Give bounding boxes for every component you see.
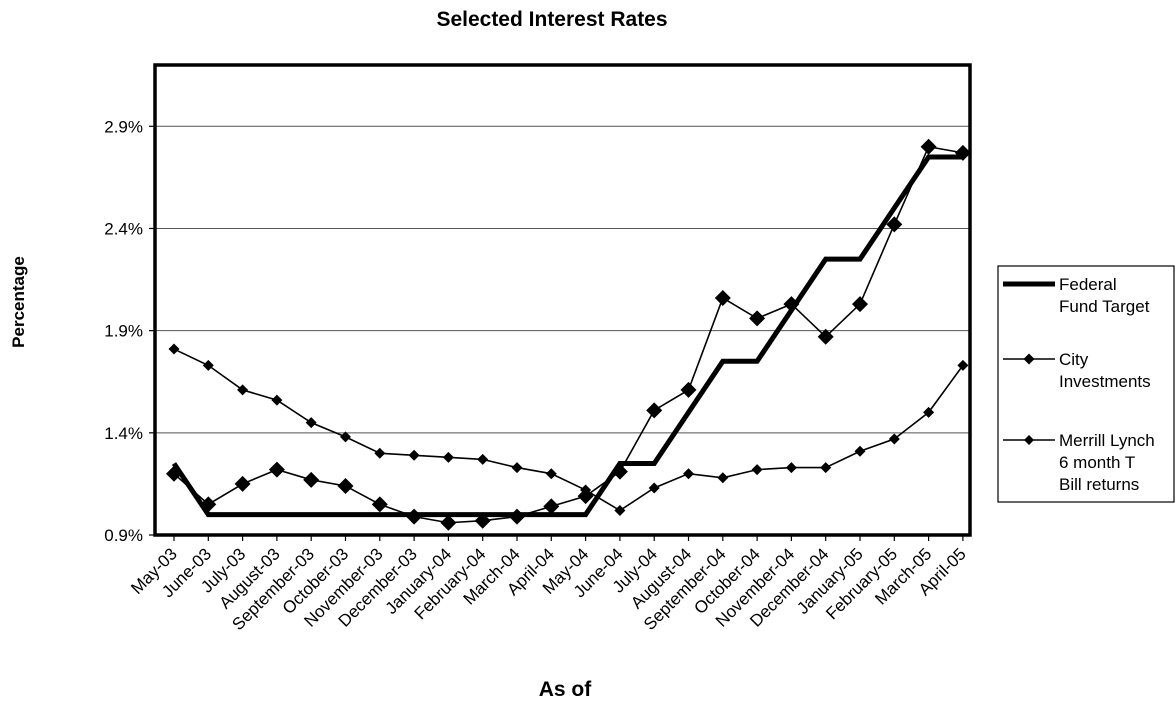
- data-point: [854, 445, 866, 457]
- data-point: [168, 343, 180, 355]
- data-point: [957, 359, 969, 371]
- legend-label: Federal: [1059, 275, 1117, 294]
- data-point: [166, 465, 182, 482]
- legend-label: Bill returns: [1059, 475, 1139, 494]
- legend-label: 6 month T: [1059, 453, 1135, 472]
- data-point: [886, 216, 903, 233]
- data-point: [646, 402, 663, 419]
- data-point: [614, 504, 626, 516]
- data-point: [440, 514, 457, 531]
- y-axis-ticks: 0.9% 1.4% 1.9% 2.4% 2.9%: [104, 117, 155, 545]
- x-axis-ticks: May-03June-03July-03August-03September-0…: [127, 535, 970, 634]
- data-point: [408, 449, 420, 461]
- data-point: [785, 462, 797, 474]
- legend-item-2: City Investments: [1003, 350, 1151, 391]
- data-point: [749, 310, 766, 327]
- data-point: [202, 359, 214, 371]
- data-point: [717, 472, 729, 484]
- data-point: [580, 484, 592, 496]
- series-2: [166, 138, 971, 531]
- legend-item-1: Federal Fund Target: [1003, 275, 1150, 316]
- data-point: [611, 463, 628, 480]
- data-point: [474, 512, 491, 529]
- chart-title: Selected Interest Rates: [436, 8, 667, 31]
- data-point: [442, 451, 454, 463]
- data-point: [543, 498, 560, 515]
- data-point: [888, 433, 900, 445]
- data-point: [234, 475, 251, 492]
- series-1: [171, 154, 963, 518]
- data-point: [954, 144, 971, 161]
- series-line: [171, 154, 963, 518]
- legend-marker: [1024, 435, 1034, 445]
- data-point: [751, 464, 763, 476]
- series-layer: [166, 138, 971, 531]
- legend-label: City: [1059, 350, 1089, 369]
- y-tick-label: 1.4%: [104, 424, 143, 443]
- data-point: [920, 138, 937, 155]
- series-line: [173, 145, 964, 524]
- data-point: [305, 417, 317, 429]
- data-point: [545, 468, 557, 480]
- data-point: [511, 462, 523, 474]
- y-axis-title: Percentage: [9, 256, 28, 348]
- legend: Federal Fund Target City Investments Merrill…: [997, 265, 1175, 503]
- legend-box: [997, 265, 1175, 503]
- data-point: [852, 296, 868, 313]
- series-line: [173, 348, 964, 512]
- data-point: [200, 496, 217, 513]
- data-point: [374, 447, 386, 459]
- gridlines: [155, 125, 970, 434]
- legend-label: Merrill Lynch: [1059, 431, 1155, 450]
- data-point: [406, 508, 423, 525]
- legend-label: Fund Target: [1059, 297, 1150, 316]
- data-point: [783, 296, 800, 313]
- y-tick-label: 0.9%: [104, 526, 143, 545]
- data-point: [923, 406, 935, 418]
- data-point: [477, 453, 489, 465]
- y-tick-label: 2.4%: [104, 219, 143, 238]
- data-point: [371, 496, 388, 513]
- data-point: [714, 289, 731, 306]
- y-tick-label: 1.9%: [104, 322, 143, 341]
- data-point: [271, 394, 283, 406]
- data-point: [303, 471, 320, 488]
- legend-label: Investments: [1059, 372, 1151, 391]
- x-axis-title: As of: [539, 678, 593, 701]
- data-point: [680, 381, 697, 398]
- legend-item-3: Merrill Lynch 6 month T Bill returns: [1003, 431, 1155, 494]
- data-point: [648, 482, 660, 494]
- data-point: [683, 468, 694, 480]
- series-3: [168, 343, 969, 516]
- data-point: [817, 328, 834, 345]
- data-point: [340, 431, 351, 443]
- plot-area-frame: [153, 63, 972, 537]
- data-point: [268, 461, 285, 478]
- data-point: [237, 384, 249, 396]
- data-point: [820, 462, 832, 474]
- data-point: [509, 508, 525, 525]
- legend-marker: [1023, 353, 1035, 365]
- data-point: [337, 477, 354, 494]
- y-tick-label: 2.9%: [104, 117, 143, 136]
